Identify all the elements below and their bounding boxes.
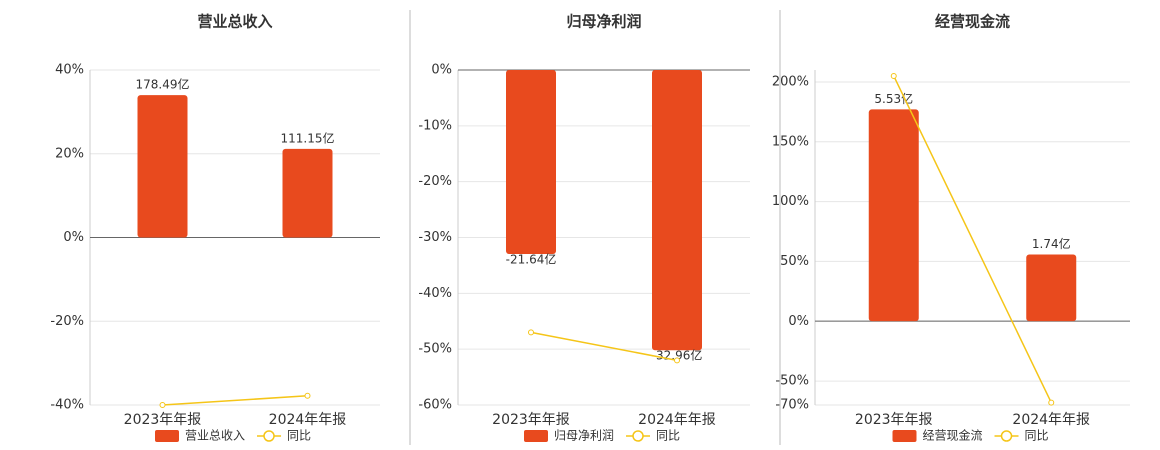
x-tick-label: 2023年年报: [124, 412, 202, 428]
chart-title: 经营现金流: [935, 13, 1010, 31]
line-point: [528, 329, 534, 336]
bar: [282, 148, 333, 238]
x-tick-label: 2024年年报: [269, 412, 347, 428]
y-tick-label: 150%: [772, 134, 809, 149]
bar: [506, 70, 556, 254]
line-point: [1048, 399, 1055, 406]
y-tick-label: -30%: [418, 230, 452, 245]
line-point: [159, 402, 166, 408]
legend-swatch: [632, 430, 644, 442]
y-tick-label: -20%: [418, 174, 452, 189]
y-tick-label: 200%: [772, 74, 809, 89]
value-label: 1.74亿: [1032, 236, 1071, 251]
chart-title: 归母净利润: [566, 13, 641, 31]
legend-swatch: [1000, 430, 1013, 442]
bar: [868, 109, 919, 322]
legend-swatch: [263, 430, 275, 442]
legend-label: 营业总收入: [185, 429, 245, 443]
line: [162, 395, 308, 406]
y-tick-label: 0%: [63, 230, 84, 245]
legend-swatch: [155, 430, 179, 442]
x-tick-label: 2024年年报: [638, 412, 716, 428]
y-tick-label: 0%: [431, 63, 452, 78]
bar: [1026, 254, 1077, 322]
y-tick-label: -50%: [418, 342, 452, 357]
y-tick-label: -50%: [775, 374, 809, 389]
value-label: -32.96亿: [652, 348, 703, 363]
legend-swatch: [892, 430, 917, 442]
legend-label: 归母净利润: [554, 429, 614, 443]
y-tick-label: 20%: [55, 146, 84, 161]
legend-label: 同比: [287, 429, 311, 443]
y-tick-label: -40%: [50, 398, 84, 413]
line-point: [674, 357, 680, 364]
y-tick-label: 0%: [788, 314, 809, 329]
y-tick-label: -20%: [50, 314, 84, 329]
y-tick-label: -40%: [418, 286, 452, 301]
bar: [652, 70, 702, 351]
y-tick-label: -10%: [418, 118, 452, 133]
value-label: 111.15亿: [281, 130, 335, 145]
x-tick-label: 2023年年报: [492, 412, 570, 428]
y-tick-label: 40%: [55, 63, 84, 78]
legend-swatch: [524, 430, 548, 442]
y-tick-label: -70%: [775, 398, 809, 413]
x-tick-label: 2023年年报: [855, 412, 933, 428]
line: [530, 331, 678, 362]
bar: [137, 95, 188, 238]
x-tick-label: 2024年年报: [1012, 412, 1090, 428]
line: [893, 75, 1052, 403]
legend-label: 同比: [1025, 429, 1049, 443]
line-point: [890, 72, 897, 79]
legend-label: 同比: [656, 429, 680, 443]
chart-title: 营业总收入: [197, 13, 272, 31]
line-point: [304, 392, 311, 399]
value-label: -21.64亿: [506, 251, 557, 266]
y-tick-label: 100%: [772, 194, 809, 209]
y-tick-label: 50%: [780, 254, 809, 269]
legend-label: 经营现金流: [923, 428, 983, 443]
value-label: 178.49亿: [136, 77, 190, 92]
y-tick-label: -60%: [418, 398, 452, 413]
